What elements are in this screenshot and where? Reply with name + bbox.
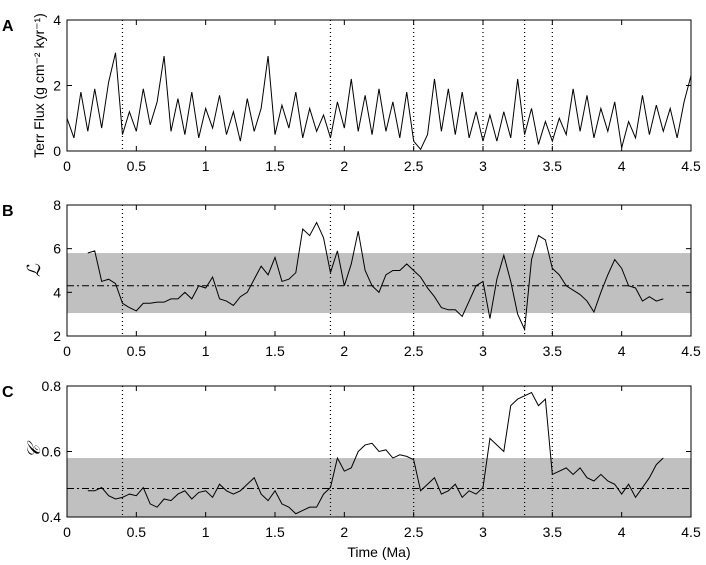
band	[67, 458, 691, 517]
panel-label: B	[2, 203, 14, 220]
data-line	[87, 391, 664, 515]
x-tick-label: 0	[63, 158, 71, 174]
x-tick-label: 4	[618, 158, 626, 174]
y-tick-label: 2	[53, 78, 61, 94]
x-tick-label: 0.5	[127, 343, 147, 359]
x-tick-label: 0	[63, 343, 71, 359]
x-tick-label: 3.5	[543, 158, 563, 174]
x-tick-label: 0	[63, 524, 71, 540]
x-tick-label: 3	[479, 524, 487, 540]
x-tick-label: 2	[340, 158, 348, 174]
y-axis-label: ℒ	[24, 263, 45, 277]
y-axis-label: Terr Flux (g cm⁻² kyr⁻¹)	[31, 13, 47, 158]
y-tick-label: 4	[53, 284, 61, 300]
data-line	[66, 52, 692, 151]
x-tick-label: 2	[340, 524, 348, 540]
panel-label: A	[2, 18, 14, 35]
x-tick-label: 2	[340, 343, 348, 359]
plot-frame	[66, 204, 692, 337]
x-tick-label: 0.5	[127, 158, 147, 174]
x-tick-label: 0.5	[127, 524, 147, 540]
y-tick-label: 0.4	[42, 509, 62, 525]
x-tick-label: 3.5	[543, 343, 563, 359]
band	[67, 253, 691, 314]
plot-frame	[66, 19, 692, 152]
x-tick-label: 3.5	[543, 524, 563, 540]
x-tick-label: 4.5	[681, 524, 701, 540]
y-tick-label: 4	[53, 12, 61, 28]
x-tick-label: 3	[479, 158, 487, 174]
y-tick-label: 8	[53, 197, 61, 213]
x-tick-label: 1	[202, 158, 210, 174]
x-tick-label: 1.5	[265, 158, 285, 174]
x-tick-label: 4.5	[681, 158, 701, 174]
x-tick-label: 4	[618, 343, 626, 359]
x-axis-label: Time (Ma)	[347, 544, 410, 560]
y-tick-label: 0.6	[42, 444, 62, 460]
y-tick-label: 0.8	[42, 378, 62, 394]
x-tick-label: 4	[618, 524, 626, 540]
x-tick-label: 2.5	[404, 158, 424, 174]
x-tick-label: 1.5	[265, 343, 285, 359]
x-tick-label: 1.5	[265, 524, 285, 540]
x-tick-label: 1	[202, 343, 210, 359]
x-tick-label: 1	[202, 524, 210, 540]
panel-label: C	[2, 384, 14, 401]
data-line	[87, 221, 664, 332]
y-tick-label: 0	[53, 143, 61, 159]
x-tick-label: 2.5	[404, 524, 424, 540]
x-tick-label: 4.5	[681, 343, 701, 359]
y-tick-label: 2	[53, 328, 61, 344]
x-tick-label: 3	[479, 343, 487, 359]
y-tick-label: 6	[53, 241, 61, 257]
x-tick-label: 2.5	[404, 343, 424, 359]
